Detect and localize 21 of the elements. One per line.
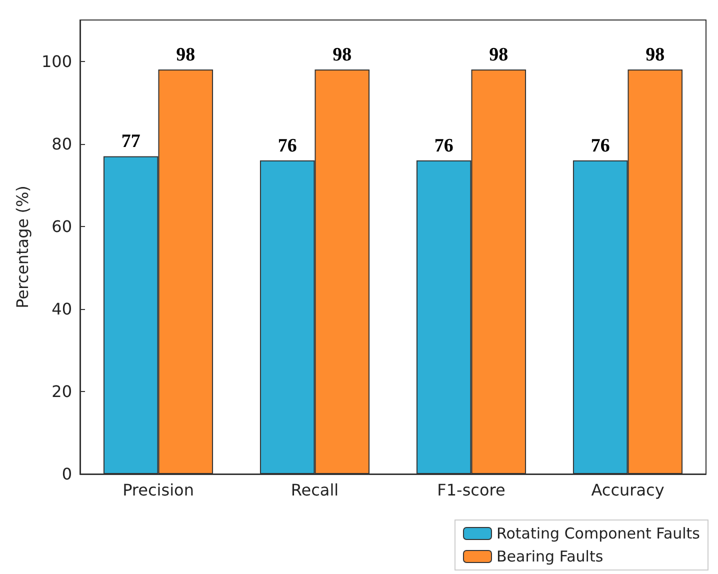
x-tick-label: F1-score (437, 480, 506, 500)
data-label: 98 (332, 44, 352, 66)
x-tick-label: Precision (122, 480, 194, 500)
y-tick-label: 60 (52, 216, 72, 236)
data-label: 98 (489, 44, 508, 66)
y-tick-label: 40 (52, 299, 72, 318)
y-tick-label: 20 (52, 382, 72, 401)
data-label: 76 (434, 135, 454, 156)
legend-label: Bearing Faults (496, 548, 604, 566)
data-label: 77 (121, 131, 141, 152)
x-tick-label: Recall (290, 480, 339, 500)
y-tick-label: 80 (52, 134, 72, 154)
y-tick-label: 100 (41, 52, 72, 71)
data-label: 76 (590, 135, 610, 156)
data-label: 76 (278, 135, 297, 156)
legend-label: Rotating Component Faults (496, 524, 700, 542)
y-tick-label: 0 (62, 464, 72, 484)
y-axis-title: Percentage (%) (13, 186, 32, 308)
data-label: 98 (646, 44, 665, 66)
data-label: 98 (176, 44, 196, 66)
x-tick-label: Accuracy (591, 480, 664, 500)
